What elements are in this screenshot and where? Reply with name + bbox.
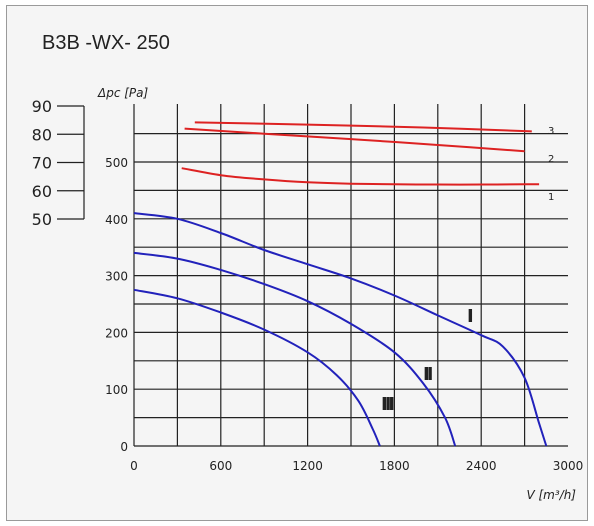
series-line-i <box>133 212 548 447</box>
y-tick-label: 500 <box>105 156 128 170</box>
y-tick-label: 200 <box>105 326 128 340</box>
series-line-ii <box>133 251 457 447</box>
y-tick-label: 100 <box>105 383 128 397</box>
secondary-tick-label: 80 <box>32 125 52 144</box>
series-line-3 <box>194 121 532 133</box>
x-tick-label: 0 <box>130 459 138 473</box>
secondary-tick-label: 90 <box>32 97 52 116</box>
series-line-iii <box>133 288 381 447</box>
series-label: I <box>467 306 473 327</box>
series-label: 2 <box>548 154 554 165</box>
series-line-1 <box>181 167 540 186</box>
x-tick-label: 1800 <box>379 459 410 473</box>
secondary-tick-label: 60 <box>32 182 52 201</box>
chart-frame <box>6 5 588 521</box>
x-axis-label: V [m³/h] <box>526 488 576 502</box>
series-line-2 <box>184 127 525 153</box>
series-label: 3 <box>548 126 554 137</box>
x-tick-label: 2400 <box>466 459 497 473</box>
y-tick-label: 300 <box>105 270 128 284</box>
y-tick-label: 400 <box>105 213 128 227</box>
secondary-tick-label: 50 <box>32 210 52 229</box>
series-label: II <box>423 364 433 385</box>
secondary-tick-label: 70 <box>32 154 52 173</box>
series-label: 1 <box>548 192 554 203</box>
series-label: III <box>381 394 394 415</box>
x-tick-label: 3000 <box>553 459 584 473</box>
chart-title: B3B -WX- 250 <box>42 32 170 54</box>
y-tick-label: 0 <box>120 440 128 454</box>
x-tick-label: 600 <box>209 459 232 473</box>
x-tick-label: 1200 <box>292 459 323 473</box>
y-axis-label: Δpc [Pa] <box>97 86 149 100</box>
